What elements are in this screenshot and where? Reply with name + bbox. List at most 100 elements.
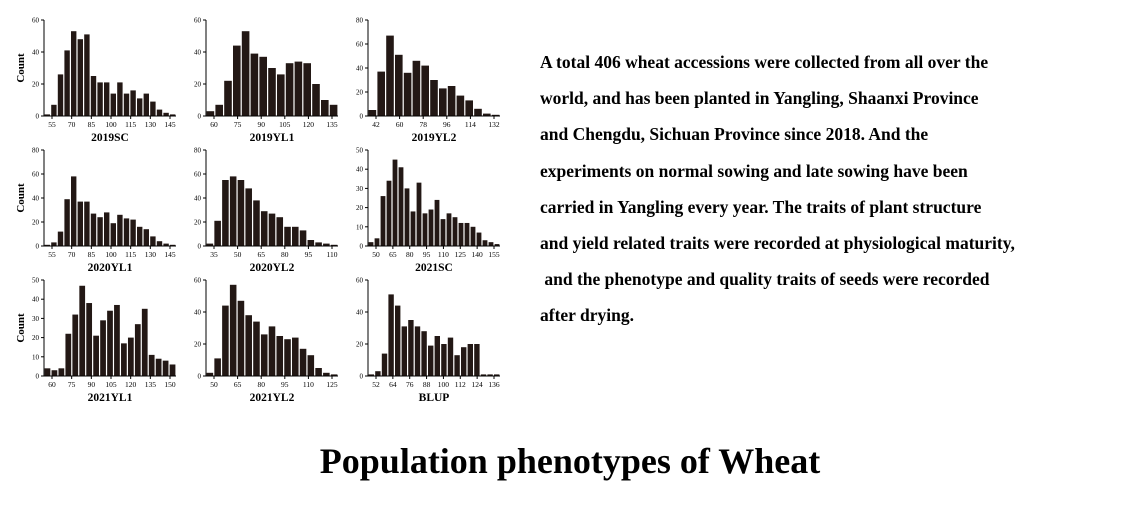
- histogram-bar: [447, 86, 456, 116]
- histogram-bar: [224, 80, 232, 116]
- histogram-bar: [446, 213, 452, 246]
- histogram-bar: [465, 100, 473, 116]
- histogram-bar: [97, 217, 103, 246]
- histogram-bar: [321, 100, 329, 116]
- description-line: and Chengdu, Sichuan Province since 2018…: [540, 124, 929, 145]
- histogram-bar: [330, 374, 338, 376]
- histogram-bar: [214, 358, 221, 376]
- histogram-bar: [487, 374, 493, 376]
- histogram-bar: [395, 305, 401, 376]
- histogram-bar: [476, 232, 482, 246]
- y-tick-label: 20: [32, 81, 40, 89]
- x-tick-label: 110: [438, 250, 449, 259]
- histogram-bar: [156, 241, 163, 246]
- x-tick-label: 105: [105, 380, 117, 389]
- histogram-bar: [395, 54, 403, 116]
- histogram-bar: [294, 61, 303, 116]
- y-tick-label: 80: [194, 147, 202, 155]
- y-tick-label: 40: [356, 309, 364, 317]
- x-tick-label: 65: [389, 250, 397, 259]
- x-tick-label: 85: [88, 120, 96, 129]
- histogram-bar: [277, 74, 285, 116]
- histogram-bar: [170, 244, 176, 246]
- histogram-bar: [44, 114, 50, 116]
- histogram-bar: [93, 335, 99, 376]
- histogram-bar: [467, 344, 473, 376]
- histogram-bar: [458, 222, 464, 246]
- histogram-panel: 0 20 40 60 80 55 70 85 100 115 130 145 2020YL1 Count: [15, 147, 176, 274]
- histogram-bar: [71, 176, 77, 246]
- histogram-bar: [44, 368, 51, 376]
- histogram-bar: [299, 348, 307, 376]
- y-tick-label: 40: [194, 309, 202, 317]
- y-tick-label: 40: [194, 49, 202, 57]
- y-tick-label: 0: [360, 113, 364, 121]
- histogram-bar: [84, 34, 90, 116]
- histogram-bar: [170, 114, 176, 116]
- y-tick-label: 0: [36, 113, 40, 121]
- x-tick-label: 85: [88, 250, 96, 259]
- panel-title: 2019YL2: [412, 132, 457, 144]
- histogram-bar: [250, 53, 259, 116]
- histogram-panel: 0 20 40 60 60 75 90 105 120 135 2019YL1: [194, 17, 338, 144]
- y-tick-label: 20: [194, 219, 202, 227]
- histogram-bar: [422, 213, 428, 246]
- x-tick-label: 110: [303, 380, 314, 389]
- histogram-bar: [454, 355, 460, 376]
- x-tick-label: 150: [164, 380, 176, 389]
- y-tick-label: 30: [356, 185, 364, 193]
- y-tick-label: 40: [32, 195, 40, 203]
- histogram-bar: [323, 372, 330, 376]
- histogram-bar: [117, 214, 123, 246]
- histogram-bar: [137, 98, 143, 116]
- histogram-bar: [64, 50, 70, 116]
- histogram-bar: [312, 84, 320, 116]
- histogram-bar: [97, 82, 103, 116]
- x-tick-label: 70: [68, 250, 76, 259]
- x-tick-label: 55: [48, 120, 56, 129]
- x-tick-label: 88: [423, 380, 431, 389]
- y-tick-label: 40: [194, 195, 202, 203]
- histogram-bar: [456, 95, 465, 116]
- x-tick-label: 95: [423, 250, 431, 259]
- histogram-bar: [206, 111, 215, 116]
- histogram-bar: [374, 238, 380, 246]
- histogram-bar: [434, 199, 440, 246]
- y-tick-label: 0: [360, 243, 364, 251]
- histogram-bar: [260, 334, 268, 376]
- histogram-bar: [447, 337, 454, 376]
- x-tick-label: 130: [145, 250, 157, 259]
- histogram-bar: [215, 104, 223, 116]
- y-tick-label: 10: [32, 353, 40, 361]
- panel-title: 2021YL1: [88, 392, 133, 404]
- histogram-bar: [143, 229, 149, 246]
- histogram-bar: [110, 223, 116, 246]
- histogram-bar: [480, 374, 487, 376]
- x-tick-label: 120: [303, 120, 315, 129]
- histogram-bar: [110, 93, 116, 116]
- histogram-panel: 0 10 20 30 40 50 60 75 90 105 120 135 150 2021YL1 Coun…: [15, 277, 176, 404]
- description-line: after drying.: [540, 305, 634, 326]
- x-tick-label: 135: [145, 380, 157, 389]
- main-title: Population phenotypes of Wheat: [319, 441, 821, 481]
- panel-title: BLUP: [419, 392, 450, 404]
- y-tick-label: 60: [194, 277, 202, 285]
- histogram-bar: [441, 344, 447, 376]
- histogram-bar: [71, 31, 77, 117]
- x-tick-label: 140: [472, 250, 484, 259]
- y-tick-label: 40: [356, 166, 364, 174]
- histogram-bar: [241, 31, 250, 117]
- histogram-bar: [494, 374, 500, 376]
- histogram-bar: [368, 242, 374, 246]
- description-line: and the phenotype and quality traits of …: [540, 269, 990, 290]
- x-tick-label: 130: [145, 120, 157, 129]
- x-tick-label: 78: [419, 120, 427, 129]
- histogram-bar: [72, 314, 79, 376]
- x-tick-label: 75: [234, 120, 242, 129]
- histogram-bar: [461, 347, 467, 376]
- x-tick-label: 110: [327, 250, 338, 259]
- x-tick-label: 80: [281, 250, 289, 259]
- histogram-bar: [58, 368, 65, 376]
- x-tick-label: 115: [125, 120, 136, 129]
- histogram-bar: [488, 242, 494, 246]
